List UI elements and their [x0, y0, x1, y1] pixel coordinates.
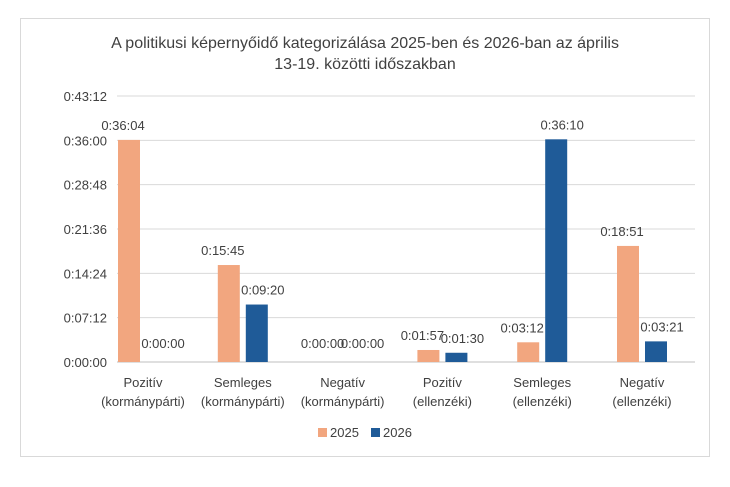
data-label: 0:15:45 [201, 243, 244, 258]
category-label: Pozitív [123, 375, 163, 390]
category-label: (ellenzéki) [612, 394, 671, 409]
y-tick-label: 0:07:12 [64, 311, 107, 326]
bar-2026 [245, 304, 268, 362]
category-label: Semleges [513, 375, 571, 390]
legend-label: 2026 [383, 425, 412, 440]
bar-2025 [417, 349, 440, 362]
data-label: 0:00:00 [341, 336, 384, 351]
data-label: 0:00:00 [301, 336, 344, 351]
bar-2026 [645, 341, 667, 362]
category-label: (kormánypárti) [201, 394, 285, 409]
category-label: (kormánypárti) [101, 394, 185, 409]
legend-label: 2025 [330, 425, 359, 440]
data-label: 0:03:21 [640, 319, 683, 334]
data-label: 0:36:10 [541, 117, 584, 132]
title-line-1: A politikusi képernyőidő kategorizálása … [111, 35, 619, 52]
category-label: Pozitív [423, 375, 463, 390]
bar-2026 [445, 352, 468, 362]
y-tick-label: 0:14:24 [64, 266, 107, 281]
category-label: (kormánypárti) [301, 394, 385, 409]
bar-2025 [118, 139, 140, 362]
data-label: 0:03:12 [501, 320, 544, 335]
y-tick-label: 0:43:12 [64, 89, 107, 104]
y-tick-label: 0:28:48 [64, 178, 107, 193]
data-label: 0:00:00 [141, 336, 184, 351]
y-tick-label: 0:21:36 [64, 222, 107, 237]
data-label: 0:01:57 [401, 328, 444, 343]
legend-swatch-2025 [318, 428, 327, 437]
title-line-2: 13-19. közötti időszakban [274, 56, 456, 73]
chart-title: A politikusi képernyőidő kategorizálása … [20, 33, 710, 75]
category-label: Semleges [214, 375, 272, 390]
y-tick-label: 0:00:00 [64, 355, 107, 370]
category-label: Negatív [620, 375, 665, 390]
bar-2025 [217, 265, 240, 362]
category-label: (ellenzéki) [413, 394, 472, 409]
data-label: 0:01:30 [441, 331, 484, 346]
data-label: 0:36:04 [101, 118, 144, 133]
data-label: 0:18:51 [600, 224, 643, 239]
bar-2025 [517, 342, 540, 362]
category-label: Negatív [320, 375, 365, 390]
legend-swatch-2026 [371, 428, 380, 437]
category-label: (ellenzéki) [513, 394, 572, 409]
bar-2025 [617, 245, 639, 362]
bar-2026 [545, 139, 568, 362]
y-tick-label: 0:36:00 [64, 133, 107, 148]
data-label: 0:09:20 [241, 283, 284, 298]
